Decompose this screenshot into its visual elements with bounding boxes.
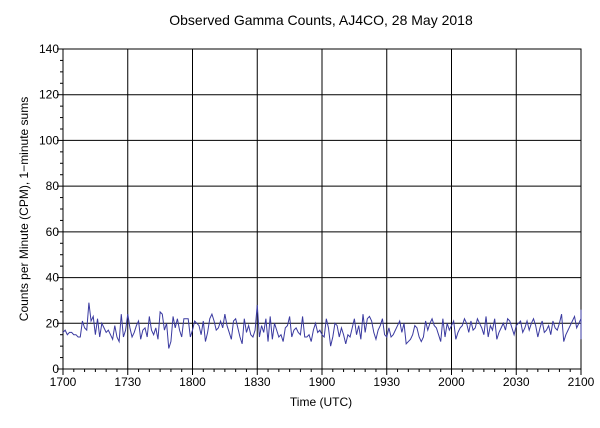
y-tick-label: 60 — [46, 225, 60, 239]
y-tick-label: 80 — [46, 179, 60, 193]
chart-title: Observed Gamma Counts, AJ4CO, 28 May 201… — [169, 12, 473, 28]
y-tick-label: 120 — [39, 88, 59, 102]
x-tick-label: 2000 — [438, 375, 465, 389]
y-tick-label: 0 — [52, 362, 59, 376]
y-axis-label: Counts per Minute (CPM), 1−minute sums — [17, 97, 31, 321]
y-tick-label: 40 — [46, 271, 60, 285]
grid-lines — [63, 49, 581, 369]
x-tick-label: 2100 — [568, 375, 595, 389]
series-layer — [62, 302, 582, 349]
x-tick-label: 1830 — [244, 375, 271, 389]
x-axis-tick-labels: 1700 1730 1800 1830 1900 1930 2000 2030 2100 — [50, 375, 595, 389]
y-tick-label: 20 — [46, 316, 60, 330]
x-tick-label: 1800 — [179, 375, 206, 389]
plot-area-frame — [62, 48, 582, 370]
x-tick-label: 1700 — [50, 375, 77, 389]
y-tick-label: 140 — [39, 42, 59, 56]
y-axis-tick-labels: 0 20 40 60 80 100 120 140 — [39, 42, 59, 376]
x-axis-label: Time (UTC) — [290, 395, 352, 409]
x-tick-label: 2030 — [503, 375, 530, 389]
y-tick-label: 100 — [39, 133, 59, 147]
x-tick-label: 1730 — [114, 375, 141, 389]
x-tick-label: 1900 — [309, 375, 336, 389]
x-tick-label: 1930 — [373, 375, 400, 389]
series-line — [62, 302, 582, 349]
